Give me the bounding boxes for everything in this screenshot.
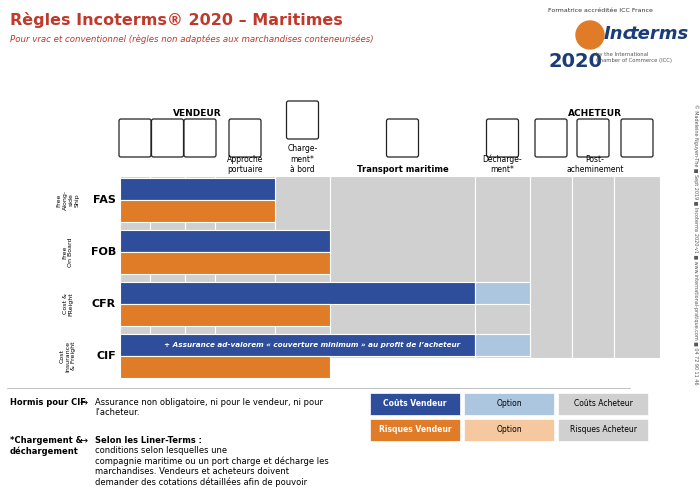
Text: Free
On Board: Free On Board bbox=[62, 237, 74, 267]
Bar bbox=[370, 419, 460, 441]
Bar bbox=[120, 178, 275, 200]
Text: Hormis pour CIF: Hormis pour CIF bbox=[10, 398, 86, 407]
FancyBboxPatch shape bbox=[184, 119, 216, 157]
Text: 2020: 2020 bbox=[548, 52, 602, 71]
Text: *Chargement &
déchargement: *Chargement & déchargement bbox=[10, 436, 83, 456]
Text: Risques Vendeur: Risques Vendeur bbox=[379, 426, 452, 434]
Bar bbox=[120, 230, 330, 252]
Bar bbox=[275, 176, 330, 358]
FancyBboxPatch shape bbox=[286, 101, 318, 139]
Bar bbox=[120, 334, 475, 356]
Text: conditions selon lesquelles une
compagnie maritime ou un port charge et décharge: conditions selon lesquelles une compagni… bbox=[95, 446, 329, 488]
Text: by the International
Chamber of Commerce (ICC): by the International Chamber of Commerce… bbox=[596, 52, 672, 63]
Text: Formatrice accréditée ICC France: Formatrice accréditée ICC France bbox=[548, 8, 653, 13]
Text: Free
Along-
side
Ship: Free Along- side Ship bbox=[57, 190, 79, 210]
Bar bbox=[120, 200, 275, 222]
Bar bbox=[120, 356, 330, 378]
Text: Cost
Insurance
& Freight: Cost Insurance & Freight bbox=[60, 341, 76, 371]
FancyBboxPatch shape bbox=[535, 119, 567, 157]
Text: ACHETEUR: ACHETEUR bbox=[568, 109, 622, 118]
FancyBboxPatch shape bbox=[151, 119, 183, 157]
Text: Pour vrac et conventionnel (règles non adaptées aux marchandises conteneurisées): Pour vrac et conventionnel (règles non a… bbox=[10, 34, 374, 43]
Text: FOB: FOB bbox=[91, 247, 116, 257]
Text: FAS: FAS bbox=[93, 195, 116, 205]
Bar bbox=[475, 176, 530, 358]
Text: Coûts Vendeur: Coûts Vendeur bbox=[384, 400, 447, 408]
FancyBboxPatch shape bbox=[577, 119, 609, 157]
Text: VENDEUR: VENDEUR bbox=[173, 109, 222, 118]
Text: Option: Option bbox=[496, 400, 522, 408]
Bar bbox=[120, 176, 150, 358]
Text: © Madeleine Nguyen-The ■ Sept 2019 ■ Incoterms 2020-v1 ■ www.international-prati: © Madeleine Nguyen-The ■ Sept 2019 ■ Inc… bbox=[693, 104, 699, 384]
Bar bbox=[475, 282, 530, 304]
Bar bbox=[150, 176, 185, 358]
Bar bbox=[572, 176, 614, 358]
FancyBboxPatch shape bbox=[229, 119, 261, 157]
Text: Inc: Inc bbox=[604, 25, 634, 43]
Text: terms: terms bbox=[629, 25, 688, 43]
Text: Transport maritime: Transport maritime bbox=[356, 165, 449, 174]
Bar bbox=[120, 252, 330, 274]
Text: Assurance non obligatoire, ni pour le vendeur, ni pour
l’acheteur.: Assurance non obligatoire, ni pour le ve… bbox=[95, 398, 323, 417]
Text: Risques Acheteur: Risques Acheteur bbox=[570, 426, 636, 434]
Text: CFR: CFR bbox=[92, 299, 116, 309]
Text: Coûts Acheteur: Coûts Acheteur bbox=[573, 400, 632, 408]
Bar bbox=[464, 419, 554, 441]
FancyBboxPatch shape bbox=[621, 119, 653, 157]
Bar bbox=[558, 393, 648, 415]
Text: Post-
acheminement: Post- acheminement bbox=[566, 155, 624, 174]
Text: Selon les Liner-Terms :: Selon les Liner-Terms : bbox=[95, 436, 202, 445]
FancyBboxPatch shape bbox=[119, 119, 151, 157]
Text: Approche
portuaire: Approche portuaire bbox=[227, 155, 263, 174]
Bar bbox=[475, 334, 530, 356]
Bar bbox=[530, 176, 572, 358]
Text: Option: Option bbox=[496, 426, 522, 434]
Bar bbox=[215, 176, 275, 358]
Bar bbox=[330, 176, 475, 358]
Text: Charge-
ment*
à bord: Charge- ment* à bord bbox=[288, 144, 318, 174]
Text: →: → bbox=[80, 436, 88, 446]
Bar bbox=[558, 419, 648, 441]
Text: + Assurance ad-valorem « couverture minimum » au profit de l’acheteur: + Assurance ad-valorem « couverture mini… bbox=[164, 342, 461, 348]
Bar bbox=[120, 304, 330, 326]
Bar bbox=[614, 176, 660, 358]
Bar bbox=[370, 393, 460, 415]
Bar bbox=[464, 393, 554, 415]
Text: Règles Incoterms® 2020 – Maritimes: Règles Incoterms® 2020 – Maritimes bbox=[10, 12, 343, 28]
Text: CIF: CIF bbox=[97, 351, 116, 361]
Bar bbox=[185, 176, 215, 358]
Text: Décharge-
ment*: Décharge- ment* bbox=[483, 154, 522, 174]
Text: Cost &
FReight: Cost & FReight bbox=[62, 292, 74, 316]
Bar bbox=[120, 282, 475, 304]
Text: →: → bbox=[80, 398, 88, 408]
FancyBboxPatch shape bbox=[486, 119, 519, 157]
FancyBboxPatch shape bbox=[386, 119, 419, 157]
Circle shape bbox=[576, 21, 604, 49]
